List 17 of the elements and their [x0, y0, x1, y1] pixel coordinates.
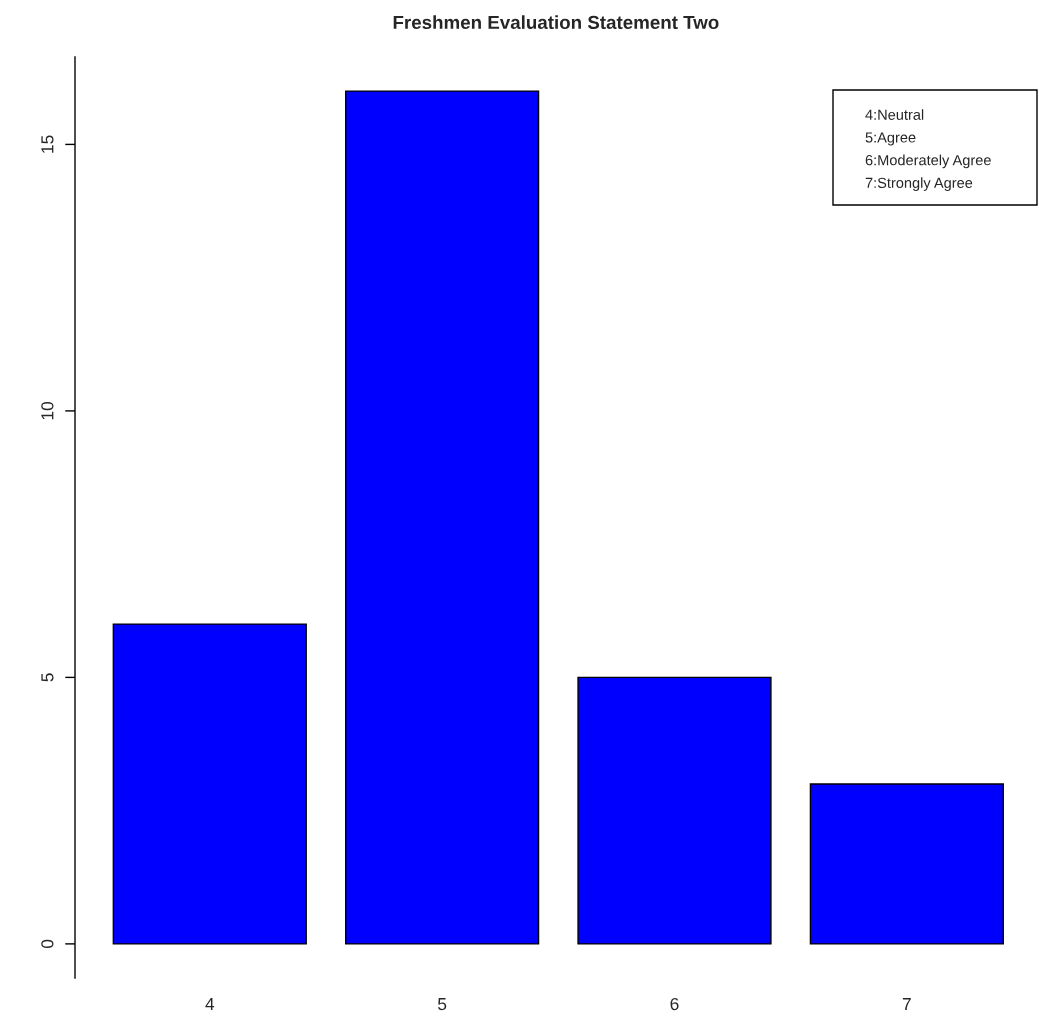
bar: [112, 623, 307, 945]
x-tick-label: 5: [438, 998, 447, 1011]
bar: [345, 90, 540, 945]
y-tick-label: 5: [41, 673, 54, 682]
x-tick-label: 6: [670, 997, 679, 1011]
x-tick-label: 4: [205, 998, 215, 1011]
annotation: 7:Strongly Agree: [865, 177, 973, 191]
x-tick-label: 7: [902, 998, 911, 1011]
y-tick-label: 10: [41, 401, 54, 420]
annotation: 4:Neutral: [865, 109, 924, 120]
y-tick-label: 15: [41, 135, 54, 153]
annotation: 5:Agree: [865, 132, 916, 146]
bar: [809, 783, 1004, 945]
y-tick-label: 0: [41, 939, 54, 949]
annotation: 6:Moderately Agree: [865, 154, 991, 169]
bar: [577, 676, 772, 945]
chart-title: Freshmen Evaluation Statement Two: [393, 15, 719, 30]
